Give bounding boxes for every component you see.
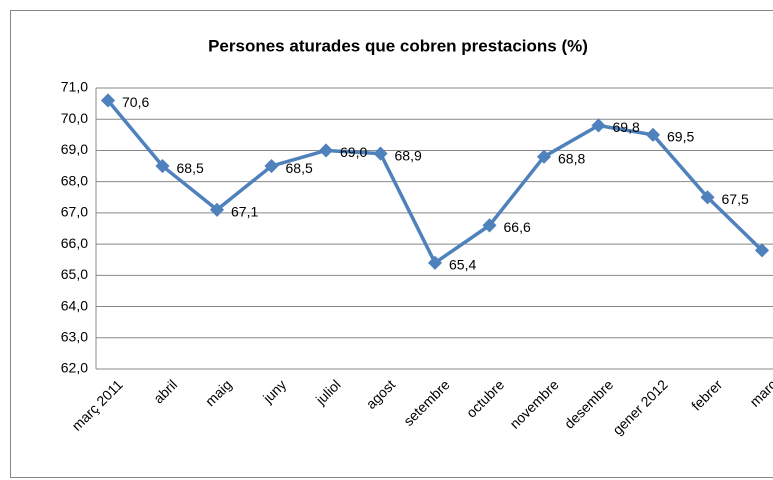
y-tick-label: 63,0 bbox=[61, 328, 88, 344]
y-tick-label: 69,0 bbox=[61, 141, 88, 157]
data-point bbox=[209, 202, 225, 217]
data-label: 68,9 bbox=[395, 147, 422, 163]
data-label: 68,5 bbox=[286, 160, 313, 176]
data-point bbox=[318, 143, 334, 158]
data-point bbox=[754, 243, 770, 258]
data-point bbox=[536, 149, 552, 164]
y-tick-label: 62,0 bbox=[61, 360, 88, 376]
y-tick-label: 71,0 bbox=[61, 79, 88, 95]
chart-title: Persones aturades que cobren prestacions… bbox=[208, 36, 588, 55]
data-point bbox=[645, 127, 661, 142]
data-point bbox=[700, 190, 715, 205]
data-label: 69,0 bbox=[340, 144, 367, 160]
data-label: 70,6 bbox=[122, 94, 149, 110]
data-point bbox=[591, 118, 606, 133]
y-tick-label: 65,0 bbox=[61, 266, 88, 282]
data-label: 67,5 bbox=[722, 191, 749, 207]
y-tick-label: 67,0 bbox=[61, 204, 88, 220]
data-label: 66,6 bbox=[504, 219, 531, 235]
data-label: 68,5 bbox=[177, 160, 204, 176]
y-tick-label: 70,0 bbox=[61, 110, 88, 126]
data-label: 67,1 bbox=[231, 203, 258, 219]
y-tick-label: 64,0 bbox=[61, 297, 88, 313]
data-label: 69,8 bbox=[613, 119, 640, 135]
data-point bbox=[155, 158, 170, 174]
data-point bbox=[427, 255, 443, 270]
data-point bbox=[482, 218, 497, 233]
data-point bbox=[373, 146, 388, 161]
y-tick-label: 66,0 bbox=[61, 235, 88, 251]
data-label: 65,4 bbox=[449, 257, 476, 273]
data-label: 68,8 bbox=[558, 150, 585, 166]
y-tick-label: 68,0 bbox=[61, 172, 88, 188]
data-point bbox=[264, 158, 279, 174]
data-label: 69,5 bbox=[667, 129, 694, 145]
